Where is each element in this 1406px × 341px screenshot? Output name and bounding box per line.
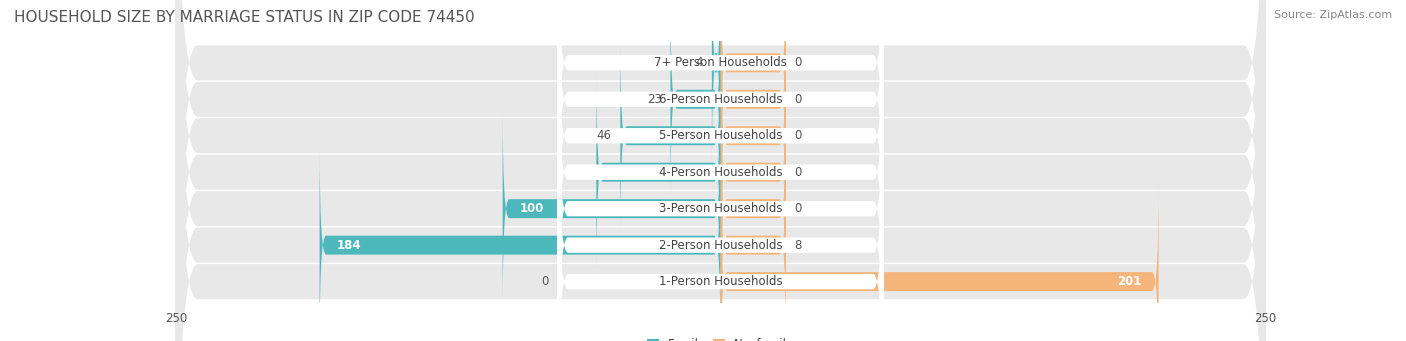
FancyBboxPatch shape	[596, 72, 721, 272]
FancyBboxPatch shape	[176, 0, 1265, 341]
Text: 8: 8	[794, 239, 801, 252]
Text: 1-Person Households: 1-Person Households	[659, 275, 782, 288]
Text: 6-Person Households: 6-Person Households	[659, 93, 782, 106]
Text: Source: ZipAtlas.com: Source: ZipAtlas.com	[1274, 10, 1392, 20]
Text: 2-Person Households: 2-Person Households	[659, 239, 782, 252]
FancyBboxPatch shape	[721, 145, 786, 341]
FancyBboxPatch shape	[176, 0, 1265, 341]
FancyBboxPatch shape	[319, 145, 721, 341]
Text: 201: 201	[1116, 275, 1142, 288]
Legend: Family, Nonfamily: Family, Nonfamily	[643, 333, 799, 341]
Text: 0: 0	[794, 56, 801, 69]
FancyBboxPatch shape	[721, 182, 1159, 341]
FancyBboxPatch shape	[557, 0, 884, 310]
Text: 5-Person Households: 5-Person Households	[659, 129, 782, 142]
Text: 0: 0	[794, 202, 801, 215]
FancyBboxPatch shape	[176, 0, 1265, 341]
FancyBboxPatch shape	[557, 0, 884, 237]
FancyBboxPatch shape	[557, 0, 884, 341]
Text: 3-Person Households: 3-Person Households	[659, 202, 782, 215]
Text: 23: 23	[647, 93, 662, 106]
FancyBboxPatch shape	[721, 0, 786, 199]
FancyBboxPatch shape	[671, 0, 721, 199]
Text: 0: 0	[794, 93, 801, 106]
Text: 57: 57	[614, 166, 630, 179]
FancyBboxPatch shape	[721, 72, 786, 272]
Text: 184: 184	[337, 239, 361, 252]
Text: 7+ Person Households: 7+ Person Households	[654, 56, 787, 69]
Text: 46: 46	[596, 129, 612, 142]
FancyBboxPatch shape	[620, 36, 721, 236]
FancyBboxPatch shape	[721, 0, 786, 163]
Text: 4-Person Households: 4-Person Households	[659, 166, 782, 179]
FancyBboxPatch shape	[711, 0, 721, 163]
FancyBboxPatch shape	[176, 0, 1265, 341]
FancyBboxPatch shape	[557, 34, 884, 341]
Text: HOUSEHOLD SIZE BY MARRIAGE STATUS IN ZIP CODE 74450: HOUSEHOLD SIZE BY MARRIAGE STATUS IN ZIP…	[14, 10, 475, 25]
Text: 0: 0	[541, 275, 548, 288]
FancyBboxPatch shape	[176, 0, 1265, 341]
FancyBboxPatch shape	[721, 109, 786, 309]
FancyBboxPatch shape	[557, 0, 884, 274]
FancyBboxPatch shape	[721, 36, 786, 236]
Text: 100: 100	[520, 202, 544, 215]
Text: 0: 0	[794, 166, 801, 179]
Text: 0: 0	[794, 129, 801, 142]
FancyBboxPatch shape	[176, 0, 1265, 341]
FancyBboxPatch shape	[557, 107, 884, 341]
FancyBboxPatch shape	[557, 71, 884, 341]
FancyBboxPatch shape	[503, 109, 721, 309]
FancyBboxPatch shape	[176, 0, 1265, 341]
Text: 4: 4	[696, 56, 703, 69]
